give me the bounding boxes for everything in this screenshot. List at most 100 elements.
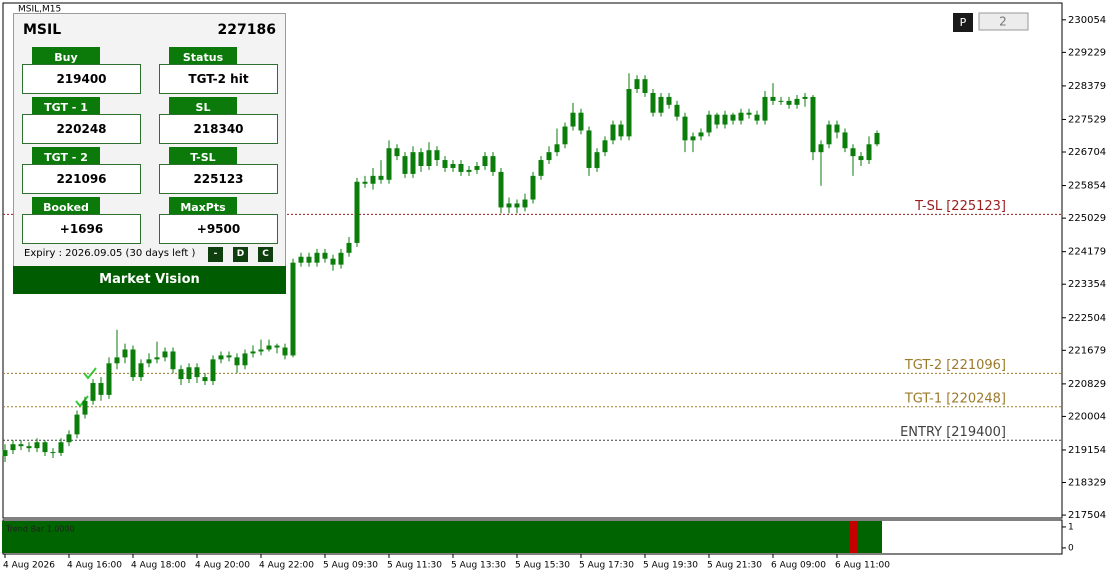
candle-body: [138, 363, 144, 378]
trend-bar: [266, 521, 274, 553]
candle-body: [522, 199, 528, 208]
candle-body: [434, 150, 440, 161]
candle-body: [354, 181, 360, 243]
trend-bar: [130, 521, 138, 553]
candle-body: [498, 171, 504, 208]
trend-bar: [226, 521, 234, 553]
trend-bar: [850, 521, 858, 553]
field-label: TGT - 1: [32, 97, 100, 118]
candle-body: [674, 104, 680, 117]
candle-body: [698, 132, 704, 137]
candle-body: [338, 252, 344, 265]
trend-bar: [162, 521, 170, 553]
trend-bar: [386, 521, 394, 553]
trend-bar: [106, 521, 114, 553]
x-tick-label: 5 Aug 09:30: [323, 561, 378, 571]
level-label: TGT-1 [220248]: [904, 391, 1006, 406]
candle-body: [266, 345, 272, 350]
panel-button[interactable]: C: [258, 247, 273, 262]
expiry-text: Expiry : 2026.09.05 (30 days left ): [24, 248, 196, 259]
trend-bar: [450, 521, 458, 553]
trend-bar: [298, 521, 306, 553]
candle-body: [114, 357, 120, 364]
trend-bar: [730, 521, 738, 553]
candle-body: [426, 150, 432, 166]
candle-body: [586, 130, 592, 168]
p-button-label[interactable]: P: [960, 16, 967, 29]
candle-body: [570, 112, 576, 127]
x-tick-label: 5 Aug 13:30: [451, 561, 506, 571]
candle-body: [578, 112, 584, 131]
x-tick-label: 6 Aug 11:00: [835, 561, 890, 571]
trend-bar: [826, 521, 834, 553]
field-value: TGT-2 hit: [159, 64, 278, 94]
trend-bar: [322, 521, 330, 553]
trend-bar: [658, 521, 666, 553]
field-label: Booked: [32, 197, 100, 218]
field-label: Status: [169, 47, 237, 68]
trend-bar: [754, 521, 762, 553]
x-tick-label: 6 Aug 09:00: [771, 561, 826, 571]
candle-body: [490, 156, 496, 172]
p-button[interactable]: [953, 13, 973, 32]
trend-bar: [314, 521, 322, 553]
candle-body: [474, 165, 480, 170]
trend-bar: [522, 521, 530, 553]
trend-bar: [466, 521, 474, 553]
candle-body: [306, 256, 312, 263]
x-tick-label: 5 Aug 15:30: [515, 561, 570, 571]
count-label[interactable]: 2: [999, 15, 1007, 29]
candle-body: [258, 349, 264, 352]
trend-bar: [18, 521, 26, 553]
trend-bar: [546, 521, 554, 553]
trend-bar: [122, 521, 130, 553]
candle-body: [506, 203, 512, 208]
trend-bar: [338, 521, 346, 553]
trend-bar: [642, 521, 650, 553]
panel-button[interactable]: D: [233, 247, 248, 262]
x-tick-label: 4 Aug 16:00: [67, 561, 122, 571]
y-tick-label: 225854: [1068, 181, 1106, 192]
candle-body: [538, 160, 544, 176]
y-tick-label: 217504: [1068, 510, 1106, 521]
candle-body: [866, 144, 872, 161]
x-tick-label: 4 Aug 20:00: [195, 561, 250, 571]
x-tick-label: 4 Aug 2026: [3, 561, 55, 571]
candle-body: [690, 136, 696, 141]
candle-body: [626, 89, 632, 137]
y-tick-label: 224179: [1068, 247, 1106, 258]
trend-bar: [746, 521, 754, 553]
trend-bar: [858, 521, 866, 553]
trend-bar: [810, 521, 818, 553]
field-label: SL: [169, 97, 237, 118]
trend-bar: [634, 521, 642, 553]
candle-body: [2, 450, 8, 457]
trend-bar: [690, 521, 698, 553]
trend-bar: [842, 521, 850, 553]
candle-body: [634, 79, 640, 90]
candle-body: [250, 351, 256, 354]
trend-bar: [514, 521, 522, 553]
indicator-tick-label: 0: [1068, 543, 1074, 553]
candle-body: [874, 132, 880, 145]
count-box[interactable]: [978, 12, 1029, 31]
y-tick-label: 220004: [1068, 411, 1106, 422]
trend-bar: [242, 521, 250, 553]
candle-body: [410, 152, 416, 174]
trend-bar: [578, 521, 586, 553]
field-value: 218340: [159, 114, 278, 144]
trend-bar: [506, 521, 514, 553]
y-tick-label: 222504: [1068, 313, 1106, 324]
trend-bar: [82, 521, 90, 553]
trend-bar: [554, 521, 562, 553]
candle-body: [298, 256, 304, 263]
trend-bar: [234, 521, 242, 553]
trend-bar: [146, 521, 154, 553]
indicator-label: Trend Bar 1.0000: [5, 525, 75, 534]
trend-bar: [114, 521, 122, 553]
trend-bar: [178, 521, 186, 553]
trend-bar: [682, 521, 690, 553]
candle-body: [386, 148, 392, 180]
y-tick-label: 221679: [1068, 345, 1106, 356]
panel-button[interactable]: -: [208, 247, 223, 262]
